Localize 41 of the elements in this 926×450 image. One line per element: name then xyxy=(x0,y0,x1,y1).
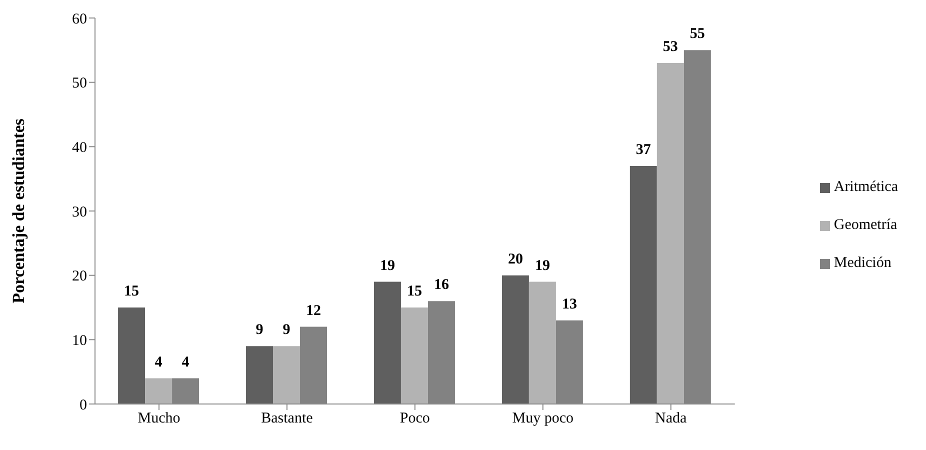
data-label: 37 xyxy=(636,142,652,158)
x-tick-label: Mucho xyxy=(138,410,180,427)
data-label: 9 xyxy=(282,322,290,338)
data-label: 12 xyxy=(306,302,322,319)
y-tick-label: 20 xyxy=(72,268,87,285)
x-tick-label: Muy poco xyxy=(512,410,574,427)
bar xyxy=(502,275,529,404)
bar xyxy=(374,282,401,404)
x-tick-label: Poco xyxy=(400,410,430,427)
data-label: 4 xyxy=(154,354,163,370)
y-tick-label: 10 xyxy=(72,332,87,349)
y-tick-label: 60 xyxy=(72,11,87,28)
legend-label: Medición xyxy=(834,255,892,271)
x-tick-label: Bastante xyxy=(261,410,314,427)
data-label: 15 xyxy=(124,284,140,300)
data-label: 19 xyxy=(380,258,395,274)
bar xyxy=(630,166,657,404)
legend-label: Aritmética xyxy=(834,179,898,195)
data-label: 9 xyxy=(256,322,264,338)
y-tick-label: 50 xyxy=(72,76,87,92)
data-label: 55 xyxy=(690,26,705,42)
bar xyxy=(400,308,428,404)
bar xyxy=(273,346,300,404)
bar xyxy=(656,63,684,404)
y-tick-label: 30 xyxy=(72,204,87,220)
legend-label: Geometría xyxy=(834,217,898,233)
data-label: 16 xyxy=(434,277,450,294)
data-label: 19 xyxy=(534,258,550,274)
data-label: 4 xyxy=(182,354,190,370)
bar xyxy=(246,346,274,404)
data-label: 53 xyxy=(662,39,678,56)
bar xyxy=(118,308,146,404)
bar xyxy=(145,378,172,404)
y-tick-label: 0 xyxy=(80,397,87,414)
bar xyxy=(528,282,556,404)
y-tick-label: 40 xyxy=(72,140,87,156)
y-axis-title: Porcentaje de estudiantes xyxy=(9,118,28,304)
data-label: 15 xyxy=(406,284,422,300)
data-label: 20 xyxy=(508,251,523,268)
data-label: 13 xyxy=(562,296,577,312)
x-tick-label: Nada xyxy=(655,410,688,427)
